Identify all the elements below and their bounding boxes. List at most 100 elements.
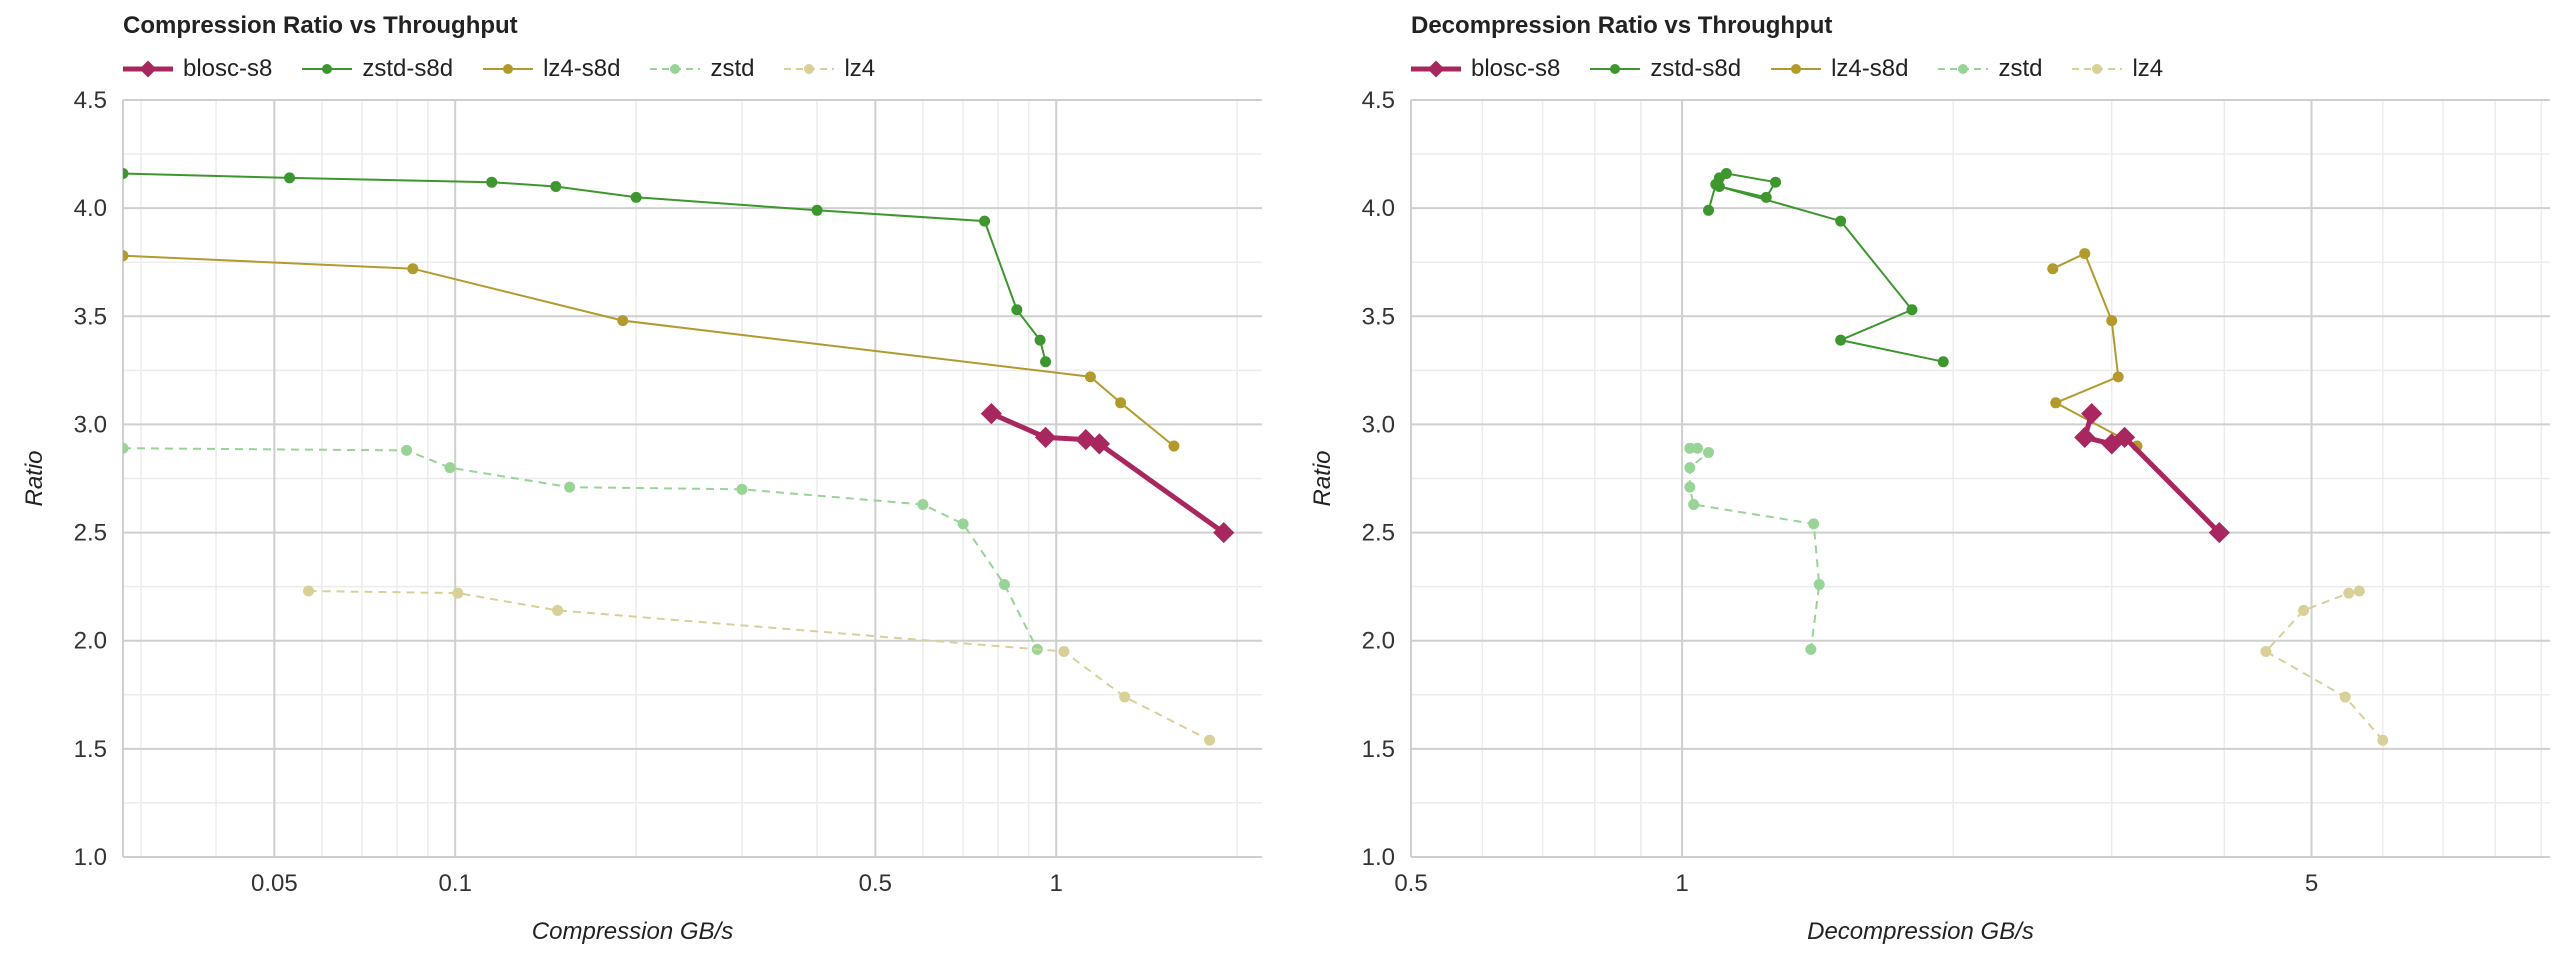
y-tick-label: 4.0 xyxy=(74,195,107,222)
x-tick-label: 0.1 xyxy=(439,870,472,897)
data-point-zstd-s8d xyxy=(1906,304,1918,316)
chart-title: Compression Ratio vs Throughput xyxy=(123,12,518,39)
data-point-zstd-s8d xyxy=(1034,334,1046,346)
y-tick-label: 1.0 xyxy=(74,844,107,871)
series-line-lz4-s8d xyxy=(2052,252,2138,447)
data-point-lz4-s8d xyxy=(2079,248,2091,260)
legend-label: blosc-s8 xyxy=(183,55,273,82)
series-zstd-s8d xyxy=(123,168,1052,368)
legend-item-lz4-s8d: lz4-s8d xyxy=(1771,55,1908,83)
data-point-zstd-s8d xyxy=(1011,304,1023,316)
data-point-zstd xyxy=(1703,447,1715,459)
data-point-zstd xyxy=(444,462,456,474)
series-line-blosc-s8 xyxy=(2082,412,2222,535)
data-point-lz4 xyxy=(2353,585,2365,597)
legend-label: zstd xyxy=(710,55,755,82)
x-tick-label: 0.5 xyxy=(859,870,892,897)
data-point-lz4-s8d xyxy=(2112,371,2124,383)
data-point-zstd-s8d xyxy=(630,191,642,203)
data-point-lz4 xyxy=(2343,587,2355,599)
legend-swatch xyxy=(302,64,353,74)
series-zstd-s8d xyxy=(1703,168,1949,368)
legend-swatch xyxy=(784,64,835,74)
data-point-zstd-s8d xyxy=(1770,176,1782,188)
series-lz4-s8d xyxy=(123,250,1180,452)
grid xyxy=(123,99,1262,858)
decompression-chart-panel: 1.0 1.5 2.0 2.5 3.0 3.5 4.0 4.5 0.5 1 5 Decompressi… xyxy=(1288,0,2576,966)
data-point-lz4-s8d xyxy=(1115,397,1127,409)
compression-chart: 1.0 1.5 2.0 2.5 3.0 3.5 4.0 4.5 0.05 0.1 0.5 1 Compr… xyxy=(21,87,1262,945)
series-line-lz4 xyxy=(2264,590,2384,741)
legend-label: lz4-s8d xyxy=(543,55,621,82)
y-tick-label: 4.5 xyxy=(74,87,107,114)
y-tick-label: 1.5 xyxy=(1362,736,1395,763)
data-point-zstd xyxy=(123,442,129,454)
data-point-zstd-s8d xyxy=(550,181,562,193)
y-tick-label: 2.5 xyxy=(1362,520,1395,547)
data-point-zstd xyxy=(957,518,969,530)
data-point-zstd xyxy=(998,578,1010,590)
legend-item-blosc-s8: blosc-s8 xyxy=(123,55,272,83)
series-zstd xyxy=(1684,442,1825,655)
data-point-zstd xyxy=(1691,442,1703,454)
legend-swatch xyxy=(1411,60,1461,78)
series-lz4 xyxy=(2260,585,2389,746)
legend-swatch xyxy=(2072,64,2123,74)
data-point-lz4 xyxy=(2377,734,2389,746)
data-point-zstd-s8d xyxy=(979,215,991,227)
legend-item-zstd: zstd xyxy=(650,55,754,83)
data-point-zstd-s8d xyxy=(1760,191,1772,203)
y-tick-label: 1.0 xyxy=(1362,844,1395,871)
series-lz4-s8d xyxy=(2047,248,2143,452)
x-tick-label: 0.5 xyxy=(1394,870,1427,897)
legend-swatch xyxy=(650,64,701,74)
data-point-lz4-s8d xyxy=(2106,315,2118,327)
series-lz4 xyxy=(303,585,1216,746)
legend-item-blosc-s8: blosc-s8 xyxy=(1411,55,1560,83)
x-axis-label: Compression GB/s xyxy=(532,918,733,945)
legend-label: lz4 xyxy=(2132,55,2164,82)
data-point-lz4-s8d xyxy=(2050,397,2062,409)
legend-label: lz4-s8d xyxy=(1831,55,1909,82)
y-tick-label: 4.5 xyxy=(1362,87,1395,114)
x-tick-label: 5 xyxy=(2305,870,2318,897)
data-point-zstd xyxy=(1808,518,1820,530)
y-tick-label: 2.0 xyxy=(1362,628,1395,655)
data-point-lz4 xyxy=(2298,604,2310,616)
legend-label: zstd xyxy=(1998,55,2043,82)
data-point-zstd-s8d xyxy=(123,168,129,180)
y-tick-label: 3.5 xyxy=(1362,303,1395,330)
data-point-zstd xyxy=(1684,481,1696,493)
y-tick-label: 4.0 xyxy=(1362,195,1395,222)
data-point-zstd xyxy=(736,483,748,495)
legend-label: blosc-s8 xyxy=(1471,55,1561,82)
data-point-lz4 xyxy=(2339,691,2351,703)
series-zstd xyxy=(123,442,1043,655)
data-point-zstd-s8d xyxy=(284,172,296,184)
data-point-zstd xyxy=(1805,643,1817,655)
x-tick-label: 1 xyxy=(1675,870,1688,897)
legend-swatch xyxy=(123,60,173,78)
series-layer xyxy=(123,168,1235,746)
series-layer xyxy=(1684,168,2389,746)
data-point-lz4-s8d xyxy=(123,250,129,262)
y-tick-label: 3.0 xyxy=(1362,411,1395,438)
y-tick-label: 2.0 xyxy=(74,628,107,655)
series-line-zstd-s8d xyxy=(1707,172,1944,363)
legend-item-zstd-s8d: zstd-s8d xyxy=(1590,55,1741,83)
legend-item-lz4-s8d: lz4-s8d xyxy=(483,55,620,83)
data-point-zstd xyxy=(1688,498,1700,510)
data-point-lz4 xyxy=(303,585,315,597)
data-point-zstd-s8d xyxy=(1703,204,1715,216)
data-point-lz4 xyxy=(552,604,564,616)
data-point-zstd xyxy=(1684,462,1696,474)
y-tick-label: 1.5 xyxy=(74,736,107,763)
legend-item-lz4: lz4 xyxy=(2072,55,2163,83)
series-line-zstd-s8d xyxy=(123,172,1047,362)
series-line-blosc-s8 xyxy=(990,411,1226,535)
data-point-zstd xyxy=(401,444,413,456)
legend-swatch xyxy=(1590,64,1641,74)
data-point-lz4-s8d xyxy=(2047,263,2059,275)
legend-item-zstd: zstd xyxy=(1938,55,2042,83)
decompression-chart: 1.0 1.5 2.0 2.5 3.0 3.5 4.0 4.5 0.5 1 5 Decompressi… xyxy=(1309,87,2550,945)
